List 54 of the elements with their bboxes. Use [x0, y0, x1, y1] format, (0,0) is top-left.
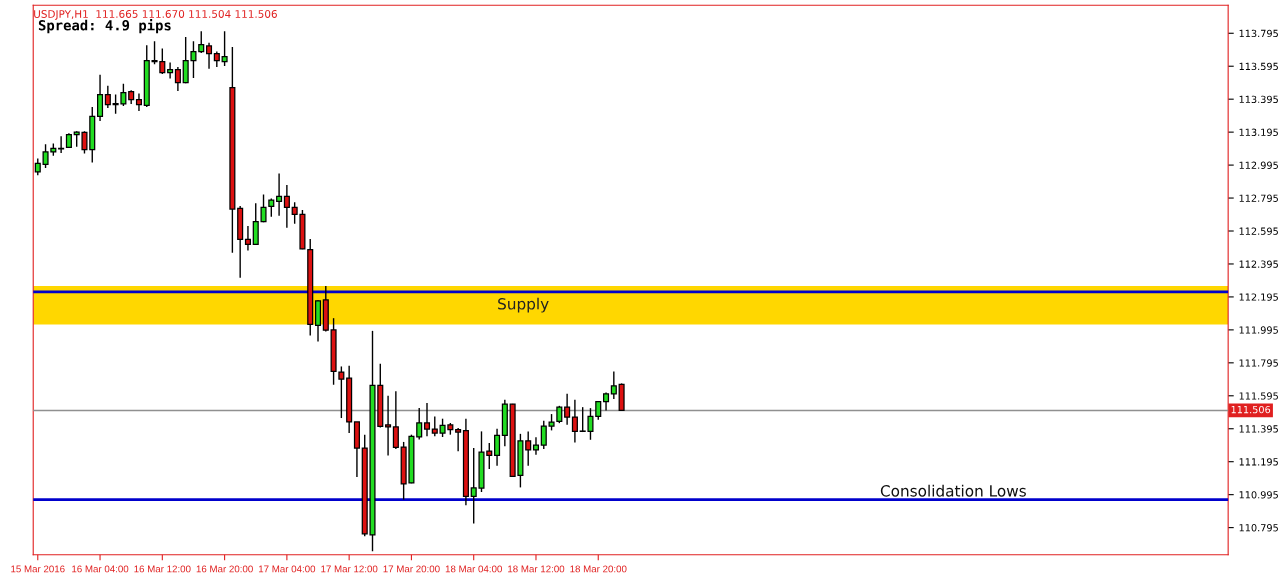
x-tick-label: 18 Mar 20:00 [570, 565, 627, 573]
candlestick [244, 225, 251, 252]
y-tick-label: 112.595 [1239, 227, 1278, 235]
candlestick [174, 66, 181, 92]
candlestick [205, 41, 213, 70]
y-tick-label: 110.795 [1239, 524, 1278, 532]
y-tick-label: 111.995 [1239, 326, 1278, 334]
candlestick [494, 428, 501, 467]
y-tick-label: 113.795 [1239, 29, 1278, 38]
y-tick-label: 111.395 [1239, 425, 1278, 433]
y-tick-label: 113.195 [1239, 128, 1278, 136]
x-tick-label: 15 Mar 2016 [11, 565, 65, 573]
candlestick [392, 390, 399, 450]
x-tick-label: 17 Mar 20:00 [383, 565, 440, 573]
candlestick [104, 84, 111, 109]
candlestick [416, 407, 423, 441]
y-tick-label: 112.795 [1239, 194, 1278, 202]
candlestick [532, 436, 540, 456]
x-tick-label: 17 Mar 04:00 [258, 565, 316, 573]
x-tick-label: 18 Mar 12:00 [508, 565, 565, 573]
y-tick-label: 113.395 [1239, 95, 1278, 104]
ref-line-label: 111.506 [1231, 405, 1271, 414]
candlestick [610, 370, 617, 400]
x-tick-label: 16 Mar 12:00 [134, 565, 191, 573]
x-tick-label: 16 Mar 04:00 [72, 565, 129, 573]
candlestick [525, 430, 532, 467]
candlestick [135, 92, 143, 112]
candlestick [431, 415, 438, 438]
candlestick [268, 197, 275, 218]
y-tick-label: 111.595 [1239, 392, 1278, 400]
candlestick [283, 184, 290, 229]
band-label: Supply [498, 297, 549, 313]
y-tick-label: 112.995 [1239, 161, 1278, 169]
annotation: Spread: 4.9 pips [38, 18, 171, 34]
ref-line-label: Consolidation Lows [880, 484, 1026, 497]
x-tick-label: 17 Mar 12:00 [321, 565, 378, 573]
candlestick [97, 73, 104, 122]
candlestick [423, 402, 431, 438]
candlestick [221, 30, 228, 67]
candlestick [571, 399, 578, 444]
y-tick-label: 110.995 [1239, 491, 1278, 499]
candlestick [455, 427, 462, 453]
candlestick [564, 393, 571, 426]
y-tick-label: 111.195 [1239, 458, 1278, 466]
candlestick [276, 172, 283, 217]
y-tick-label: 111.795 [1239, 359, 1278, 367]
y-tick-label: 113.595 [1239, 62, 1278, 71]
chart-title: USDJPY,H1 111.665 111.670 111.504 111.506 [34, 10, 277, 20]
candlestick [385, 395, 392, 457]
y-tick-label: 112.395 [1239, 260, 1278, 268]
y-tick-label: 112.195 [1239, 293, 1278, 301]
x-tick-label: 16 Mar 20:00 [196, 565, 253, 573]
candlestick [167, 61, 174, 80]
x-tick-label: 18 Mar 04:00 [445, 565, 502, 573]
